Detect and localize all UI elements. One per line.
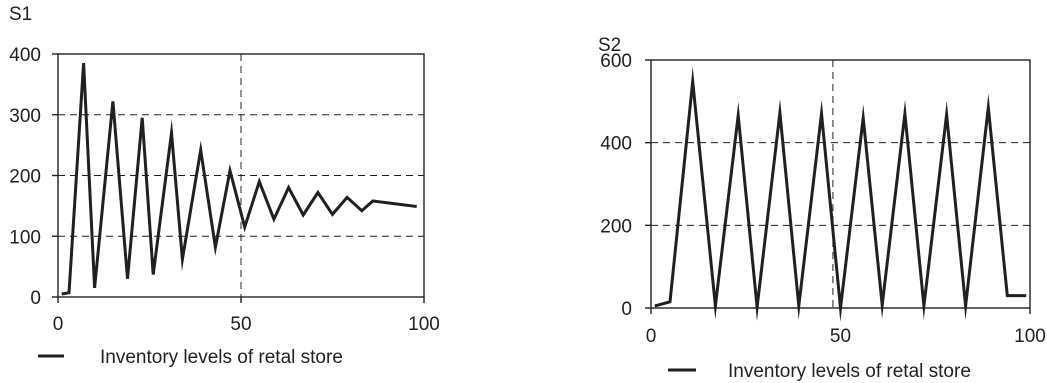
x-tick-label: 100 xyxy=(1014,326,1046,347)
x-tick-label: 0 xyxy=(53,314,64,335)
y-tick-label: 600 xyxy=(600,51,632,72)
x-tick-label: 100 xyxy=(408,314,440,335)
series-line xyxy=(654,66,1027,322)
y-tick-label: 400 xyxy=(600,134,632,155)
x-tick-label: 0 xyxy=(646,326,657,347)
y-tick-label: 0 xyxy=(30,288,41,309)
legend-label: Inventory levels of retal store xyxy=(728,361,971,382)
y-tick-label: 0 xyxy=(621,299,632,320)
chart-panel-1: S1 0 50 100 0 100 200 300 400 Inventory levels of… xyxy=(9,4,440,368)
legend-label: Inventory levels of retal store xyxy=(100,347,343,368)
x-tick-label: 50 xyxy=(830,326,851,347)
y-tick-label: 400 xyxy=(9,45,41,66)
y-tick-label: 200 xyxy=(9,167,41,188)
series-line xyxy=(61,63,417,296)
y-tick-label: 100 xyxy=(9,227,41,248)
chart-panel-2: S2 0 50 100 0 200 400 600 Inventory levels of re… xyxy=(598,35,1046,382)
chart-title: S1 xyxy=(9,4,32,25)
plot-frame xyxy=(650,59,1031,309)
x-tick-label: 50 xyxy=(230,314,251,335)
chart-title: S2 xyxy=(598,35,621,56)
y-tick-label: 200 xyxy=(600,216,632,237)
y-tick-label: 300 xyxy=(9,106,41,127)
